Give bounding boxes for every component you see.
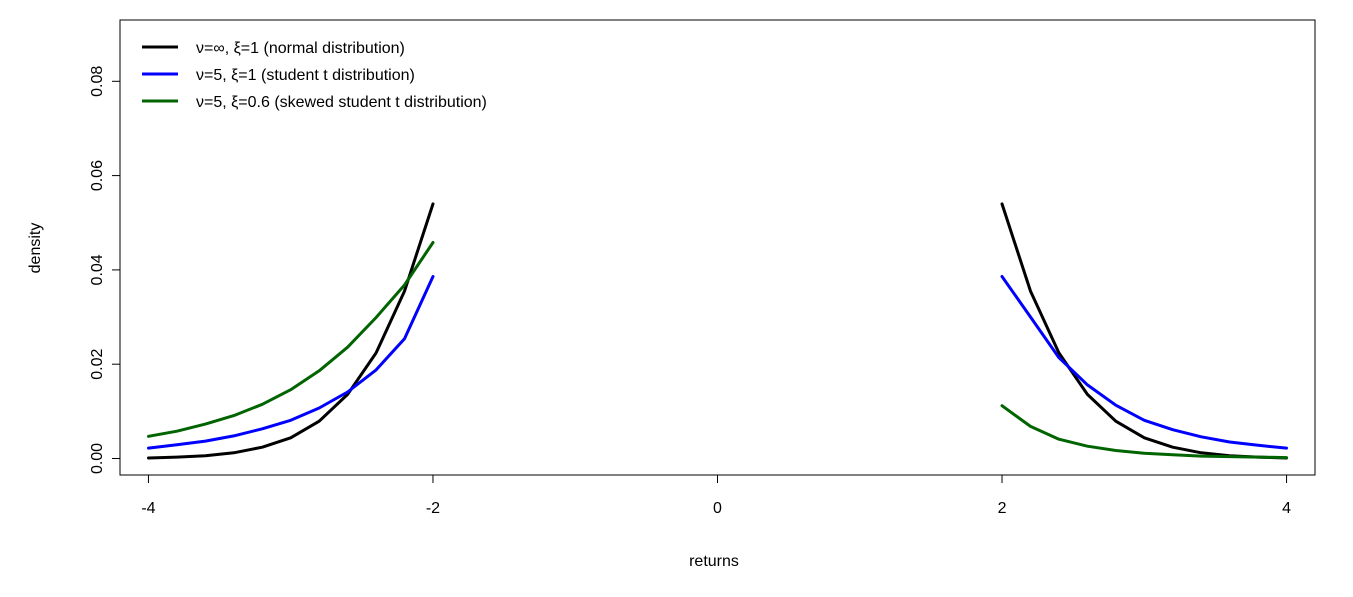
- y-tick-label: 0.04: [89, 254, 106, 285]
- y-axis-label: density: [27, 223, 44, 274]
- legend-label-2: ν=5, ξ=1 (student t distribution): [196, 67, 415, 84]
- y-tick-label: 0.00: [89, 443, 106, 474]
- y-tick-label: 0.02: [89, 349, 106, 380]
- x-tick-label: 4: [1282, 500, 1291, 517]
- y-tick-label: 0.06: [89, 160, 106, 191]
- series-2-segment-1-line: [147, 275, 435, 450]
- x-tick-label: 0: [713, 500, 722, 517]
- legend-label-1: ν=∞, ξ=1 (normal distribution): [196, 40, 405, 57]
- legend-label-3: ν=5, ξ=0.6 (skewed student t distributio…: [196, 94, 487, 111]
- series-2-segment-2-line: [1000, 275, 1288, 450]
- series-3-segment-1-line: [147, 241, 435, 438]
- series-1-segment-1-line: [147, 202, 435, 460]
- x-axis: -4 -2 0 2 4: [141, 474, 1291, 517]
- x-tick-label: 2: [998, 500, 1007, 517]
- y-axis: 0.00 0.02 0.04 0.06 0.08: [89, 66, 121, 474]
- x-axis-label: returns: [689, 553, 739, 570]
- series-layer: [147, 202, 1288, 460]
- legend: ν=∞, ξ=1 (normal distribution) ν=5, ξ=1 (…: [142, 40, 487, 111]
- y-tick-label: 0.08: [89, 66, 106, 97]
- x-tick-label: -2: [426, 500, 440, 517]
- x-tick-label: -4: [141, 500, 155, 517]
- series-3-segment-2-line: [1000, 404, 1288, 460]
